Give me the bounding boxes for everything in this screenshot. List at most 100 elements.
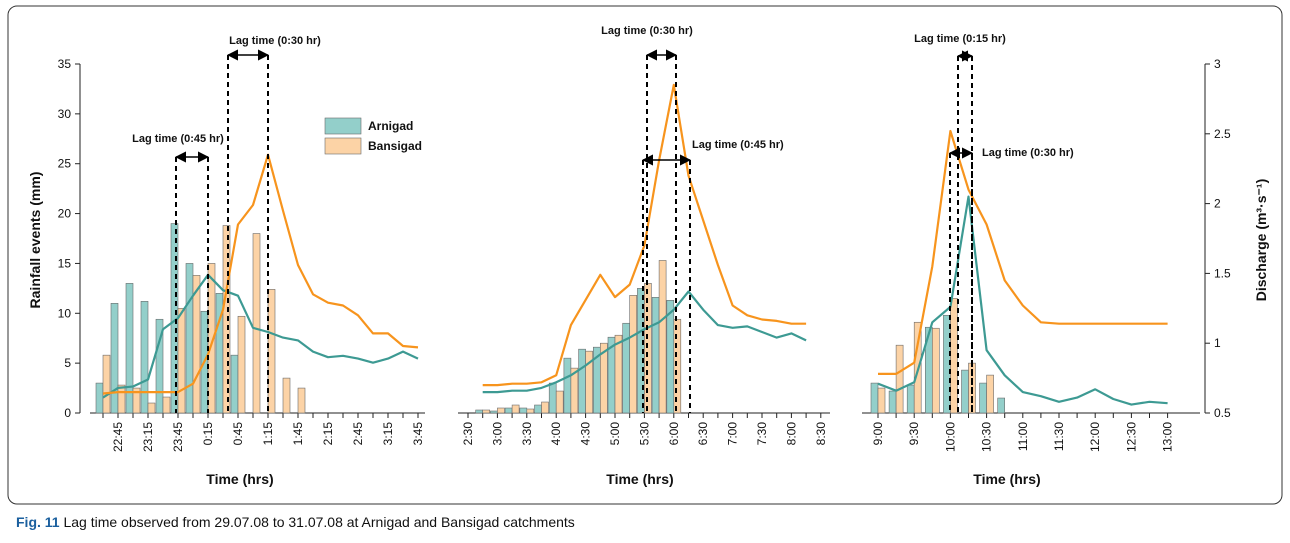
rainfall-bar	[563, 357, 572, 414]
rainfall-bar	[986, 374, 994, 414]
frame	[7, 5, 1283, 505]
rainfall-bar	[578, 348, 586, 414]
rainfall-bar	[490, 410, 498, 414]
x-tick-label: 13:00	[1161, 422, 1175, 452]
y-tick-label: 0	[64, 406, 71, 420]
rainfall-bar	[140, 301, 149, 414]
rainfall-bar	[511, 404, 520, 414]
caption: Fig. 11 Lag time observed from 29.07.08 …	[16, 514, 575, 530]
lag-label: Lag time (0:30 hr)	[982, 147, 1074, 159]
rainfall-bar	[504, 407, 513, 414]
x-tick-label: 9:30	[907, 422, 921, 446]
x-tick-label: 7:30	[755, 422, 769, 446]
rainfall-bar	[979, 382, 987, 414]
y2-tick-label: 1.5	[1214, 266, 1231, 280]
rainfall-bar	[534, 404, 542, 414]
rainfall-bar	[110, 303, 119, 414]
x-tick-label: 1:45	[291, 422, 305, 446]
x-tick-label: 1:15	[261, 422, 275, 446]
rainfall-bar	[102, 354, 111, 414]
x-tick-label: 0:45	[231, 422, 245, 446]
rainfall-bar	[614, 334, 623, 414]
rainfall-bar	[870, 382, 879, 414]
rainfall-bar	[877, 387, 886, 414]
x-tick-label: 0:15	[201, 422, 215, 446]
caption-text: Lag time observed from 29.07.08 to 31.07…	[63, 514, 574, 530]
rainfall-bar	[475, 409, 484, 414]
rainfall-bar	[482, 409, 491, 414]
x-tick-label: 3:00	[490, 422, 504, 446]
rainfall-bar	[548, 382, 557, 414]
rainfall-bar	[888, 390, 897, 414]
rainfall-bar	[132, 387, 141, 414]
lag-label: Lag time (0:15 hr)	[914, 33, 1006, 45]
rainfall-bar	[237, 315, 246, 414]
y-tick-label: 5	[64, 356, 71, 370]
x-tick-label: 3:15	[381, 422, 395, 446]
x-tick-label: 6:00	[667, 422, 681, 446]
discharge-line	[482, 83, 807, 387]
rainfall-bar	[192, 275, 201, 414]
rainfall-bar	[570, 367, 579, 414]
x-axis-label: Time (hrs)	[206, 471, 273, 487]
rainfall-bar	[997, 397, 1006, 414]
x-tick-label: 2:45	[351, 422, 365, 446]
discharge-line	[102, 273, 419, 399]
x-axis-label: Time (hrs)	[973, 471, 1040, 487]
rainfall-bar	[297, 387, 306, 414]
discharge-line	[878, 129, 1168, 375]
x-tick-label: 10:30	[980, 422, 994, 452]
x-tick-label: 8:30	[814, 422, 828, 446]
x-tick-label: 2:30	[461, 422, 475, 446]
x-tick-label: 11:00	[1016, 422, 1030, 451]
rainfall-bar	[541, 401, 549, 414]
x-tick-label: 5:00	[608, 422, 622, 446]
lag-label: Lag time (0:45 hr)	[692, 139, 784, 151]
caption-label: Fig. 11	[16, 514, 60, 530]
rainfall-bar	[162, 396, 171, 414]
rainfall-bar	[125, 283, 134, 414]
rainfall-bar	[117, 384, 126, 414]
legend-swatch	[324, 117, 362, 135]
x-tick-label: 4:30	[579, 422, 593, 446]
rainfall-bar	[185, 263, 194, 414]
x-tick-label: 10:00	[943, 422, 957, 452]
x-tick-label: 7:00	[726, 422, 740, 446]
rainfall-bar	[222, 225, 231, 414]
y-tick-label: 25	[58, 157, 72, 171]
lag-label: Lag time (0:30 hr)	[229, 35, 321, 47]
rainfall-bar	[155, 318, 164, 414]
x-tick-label: 3:45	[411, 422, 425, 446]
x-tick-label: 23:45	[171, 422, 185, 452]
y2-axis-label: Discharge (m³·s⁻¹)	[1253, 179, 1269, 302]
rainfall-bar	[95, 382, 104, 414]
rainfall-bar	[519, 407, 528, 414]
x-tick-label: 5:30	[637, 422, 651, 446]
lag-label: Lag time (0:45 hr)	[132, 133, 224, 145]
x-tick-label: 9:00	[871, 422, 885, 446]
rainfall-bar	[658, 260, 667, 414]
discharge-line	[102, 153, 419, 395]
rainfall-bar	[252, 233, 261, 414]
x-tick-label: 23:15	[141, 422, 155, 452]
discharge-line	[482, 290, 807, 394]
rainfall-bar	[267, 289, 276, 414]
y2-tick-label: 3	[1214, 57, 1221, 71]
rainfall-bar	[651, 297, 660, 414]
rainfall-bar	[622, 322, 631, 414]
y-tick-label: 15	[58, 256, 72, 270]
rainfall-bar	[599, 342, 608, 414]
x-axis-label: Time (hrs)	[606, 471, 673, 487]
lag-label: Lag time (0:30 hr)	[601, 25, 693, 37]
y2-tick-label: 2	[1214, 197, 1221, 211]
rainfall-bar	[906, 384, 915, 414]
rainfall-bar	[555, 390, 564, 414]
x-tick-label: 8:00	[784, 422, 798, 446]
x-tick-label: 12:00	[1088, 422, 1102, 452]
x-tick-label: 11:30	[1052, 422, 1066, 451]
rainfall-bar	[526, 408, 535, 414]
rainfall-bar	[497, 407, 505, 414]
y-tick-label: 30	[58, 107, 72, 121]
